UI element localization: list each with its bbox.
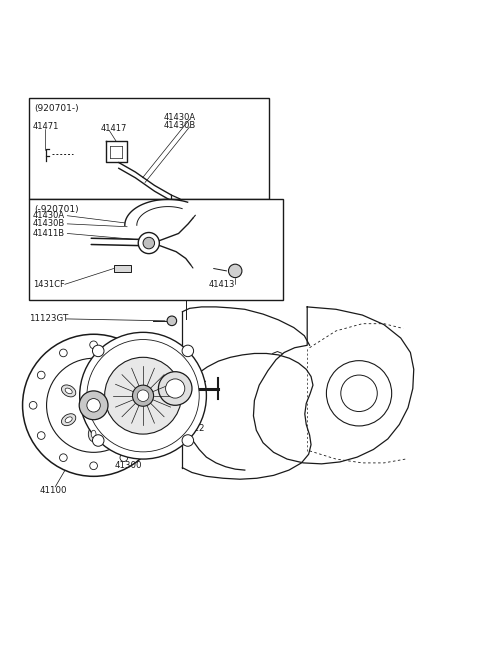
Circle shape (105, 357, 181, 434)
Text: 41430A: 41430A (33, 211, 65, 220)
Circle shape (120, 454, 128, 461)
Circle shape (132, 385, 154, 406)
Circle shape (166, 379, 185, 398)
Circle shape (23, 334, 165, 476)
Circle shape (326, 361, 392, 426)
Circle shape (37, 371, 45, 379)
Bar (29, 98, 269, 199)
Circle shape (228, 264, 242, 278)
Text: 41430A: 41430A (163, 113, 195, 122)
Text: 41300: 41300 (114, 461, 142, 470)
Ellipse shape (88, 369, 99, 384)
Ellipse shape (61, 385, 76, 397)
Circle shape (143, 237, 155, 249)
Circle shape (87, 340, 199, 452)
Text: 41421B: 41421B (145, 436, 179, 444)
Circle shape (120, 349, 128, 357)
Text: (-920701): (-920701) (35, 205, 79, 214)
Circle shape (341, 375, 377, 411)
Circle shape (29, 401, 37, 409)
Ellipse shape (65, 388, 72, 394)
Circle shape (47, 358, 141, 452)
Circle shape (182, 345, 193, 357)
Circle shape (90, 341, 97, 349)
Text: 41413: 41413 (209, 280, 235, 289)
Circle shape (137, 390, 149, 401)
Text: (920701-): (920701-) (35, 104, 79, 113)
Ellipse shape (91, 430, 96, 438)
Circle shape (167, 316, 177, 326)
Text: 41430B: 41430B (33, 219, 65, 229)
Circle shape (79, 391, 108, 420)
Circle shape (80, 332, 206, 459)
Circle shape (60, 349, 67, 357)
Ellipse shape (88, 426, 99, 442)
Text: 11123GT: 11123GT (29, 315, 68, 323)
Circle shape (142, 432, 150, 440)
Circle shape (150, 401, 158, 409)
Circle shape (182, 435, 193, 446)
Bar (29, 199, 283, 300)
Circle shape (142, 371, 150, 379)
Text: 41100: 41100 (39, 486, 67, 495)
Text: 41471: 41471 (33, 122, 59, 131)
Text: 41417: 41417 (101, 124, 127, 133)
Circle shape (93, 345, 104, 357)
Circle shape (60, 454, 67, 461)
Circle shape (93, 435, 104, 446)
Ellipse shape (115, 417, 122, 422)
Bar (114, 265, 131, 273)
Circle shape (90, 462, 97, 470)
Circle shape (138, 233, 159, 254)
Text: 41430B: 41430B (163, 121, 195, 130)
Ellipse shape (115, 388, 122, 394)
Text: 1431CF: 1431CF (33, 280, 64, 289)
Text: 41411B: 41411B (33, 229, 65, 238)
Circle shape (87, 399, 100, 412)
Ellipse shape (61, 414, 76, 426)
Ellipse shape (111, 385, 126, 397)
Circle shape (37, 432, 45, 440)
Circle shape (158, 372, 192, 405)
Ellipse shape (65, 417, 72, 422)
Ellipse shape (111, 414, 126, 426)
Ellipse shape (91, 373, 96, 380)
Text: 41412: 41412 (178, 424, 205, 433)
